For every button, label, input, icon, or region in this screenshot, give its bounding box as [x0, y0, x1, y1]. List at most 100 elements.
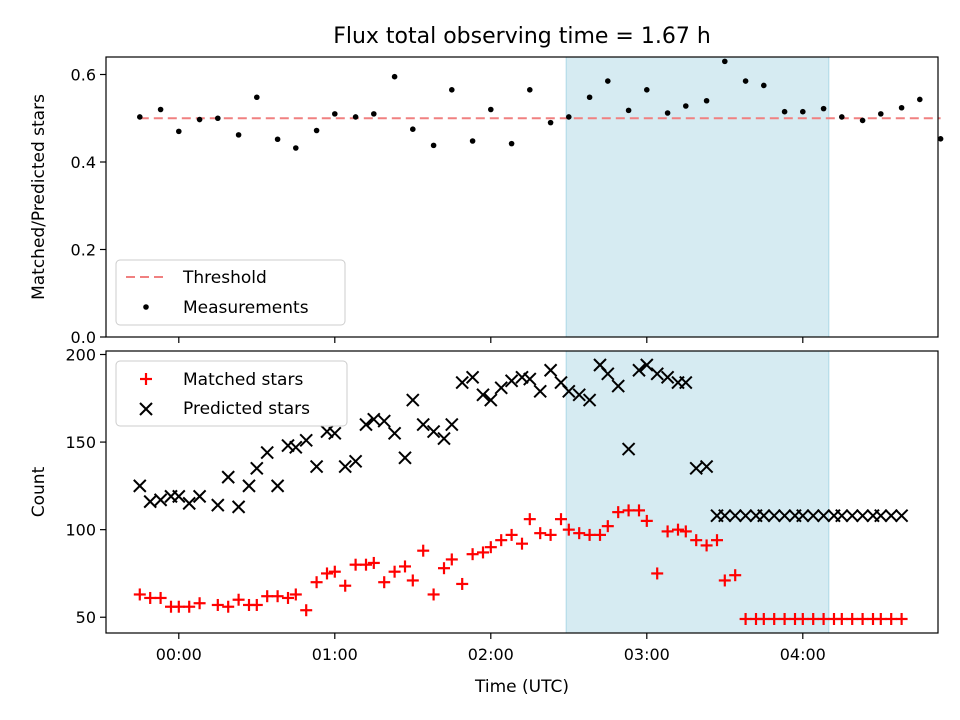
y-tick-label: 0.0	[71, 328, 96, 347]
matched-stars-point	[856, 612, 869, 625]
predicted-stars-point	[231, 500, 246, 514]
predicted-stars-point	[894, 508, 909, 523]
predicted-stars-point	[855, 508, 870, 523]
matched-stars-point	[154, 591, 167, 604]
matched-stars-point	[271, 590, 284, 603]
measurement-point	[508, 140, 515, 147]
measurement-point	[703, 97, 710, 104]
matched-stars-point	[399, 560, 411, 573]
bottom-legend: Matched stars Predicted stars	[115, 360, 348, 427]
matched-stars-point	[250, 598, 263, 611]
matched-stars-point	[778, 612, 791, 625]
matched-stars-point	[601, 520, 614, 533]
matched-stars-point	[222, 600, 235, 613]
matched-stars-point	[835, 612, 848, 625]
measurement-point	[430, 142, 437, 149]
matched-stars-point	[739, 612, 752, 625]
measurement-point	[137, 114, 143, 120]
predicted-stars-point	[367, 412, 381, 427]
predicted-stars-point	[572, 388, 586, 402]
measurement-point	[742, 78, 749, 84]
matched-stars-point	[700, 539, 713, 552]
y-tick-label: 0.6	[71, 66, 96, 85]
measurement-point	[878, 111, 884, 117]
x-tick-label: 00:00	[156, 645, 202, 664]
matched-stars-point	[885, 612, 898, 625]
matched-stars-point	[768, 612, 781, 625]
matched-stars-point	[583, 528, 596, 541]
matched-stars-point	[484, 541, 497, 554]
matched-stars-point	[523, 513, 536, 526]
matched-stars-point	[261, 590, 274, 603]
measurement-point	[625, 107, 632, 114]
matched-stars-point	[300, 604, 313, 617]
matched-stars-point	[466, 548, 479, 561]
matched-stars-point	[378, 576, 391, 589]
measurement-point	[235, 132, 242, 138]
matched-stars-point	[817, 612, 830, 625]
y-tick-label: 0.2	[71, 241, 96, 260]
predicted-stars-point	[320, 424, 334, 439]
predicted-stars-point	[242, 479, 256, 493]
predicted-stars-point	[884, 508, 898, 523]
predicted-stars-point	[621, 442, 636, 456]
measurement-point	[586, 94, 593, 101]
measurement-point	[488, 106, 494, 113]
top-highlight-band	[565, 56, 830, 338]
x-tick-label: 01:00	[312, 645, 358, 664]
matched-stars-point	[594, 528, 606, 541]
matched-stars-point	[661, 525, 674, 538]
matched-stars-point	[874, 612, 887, 625]
matched-stars-point	[310, 576, 323, 589]
predicted-stars-point	[699, 459, 714, 474]
predicted-stars-point	[777, 508, 792, 523]
measurement-point	[469, 138, 476, 144]
x-tick-label: 04:00	[780, 645, 826, 664]
predicted-stars-point	[437, 431, 451, 446]
matched-stars-point	[282, 591, 294, 604]
y-tick-label: 100	[65, 521, 96, 540]
predicted-stars-point	[192, 489, 207, 504]
matched-stars-point	[505, 528, 518, 541]
matched-stars-point	[495, 534, 508, 547]
predicted-stars-point	[796, 508, 810, 523]
matched-stars-point	[339, 579, 352, 592]
matched-stars-point	[406, 574, 419, 587]
predicted-stars-point	[543, 363, 558, 377]
matched-stars-point	[438, 562, 450, 575]
predicted-stars-point	[445, 417, 459, 432]
measurement-point	[293, 145, 299, 151]
top-y-axis-label: Matched/Predicted stars	[29, 94, 49, 300]
measurement-point	[449, 87, 455, 93]
legend-threshold-label: Threshold	[182, 268, 267, 288]
top-panel: 0.0 0.2 0.4 0.6 Matched/Predicted stars Thr…	[29, 56, 944, 347]
measurement-point	[527, 87, 533, 93]
predicted-stars-point	[494, 381, 508, 395]
measurement-point	[274, 136, 281, 143]
matched-stars-point	[633, 504, 645, 517]
matched-stars-point	[729, 569, 742, 582]
legend-predicted-swatch	[139, 402, 153, 416]
predicted-stars-point	[632, 363, 646, 377]
predicted-stars-point	[211, 498, 225, 512]
measurement-point	[157, 106, 164, 113]
predicted-stars-point	[767, 508, 781, 523]
predicted-stars-point	[582, 393, 597, 407]
matched-stars-point	[477, 546, 489, 559]
predicted-stars-point	[250, 461, 264, 476]
predicted-stars-point	[806, 508, 820, 523]
matched-stars-point	[895, 612, 908, 625]
matched-stars-point	[349, 558, 362, 571]
measurement-point	[352, 114, 359, 120]
measurement-point	[644, 87, 650, 93]
measurement-point	[566, 114, 572, 120]
measurement-point	[391, 73, 398, 80]
x-axis-label: Time (UTC)	[474, 677, 569, 697]
matched-stars-point	[232, 593, 245, 606]
predicted-stars-point	[562, 384, 576, 398]
predicted-stars-point	[874, 508, 888, 523]
matched-stars-point	[144, 591, 157, 604]
bottom-highlight-band	[565, 350, 830, 634]
x-tick-label: 02:00	[468, 645, 514, 664]
